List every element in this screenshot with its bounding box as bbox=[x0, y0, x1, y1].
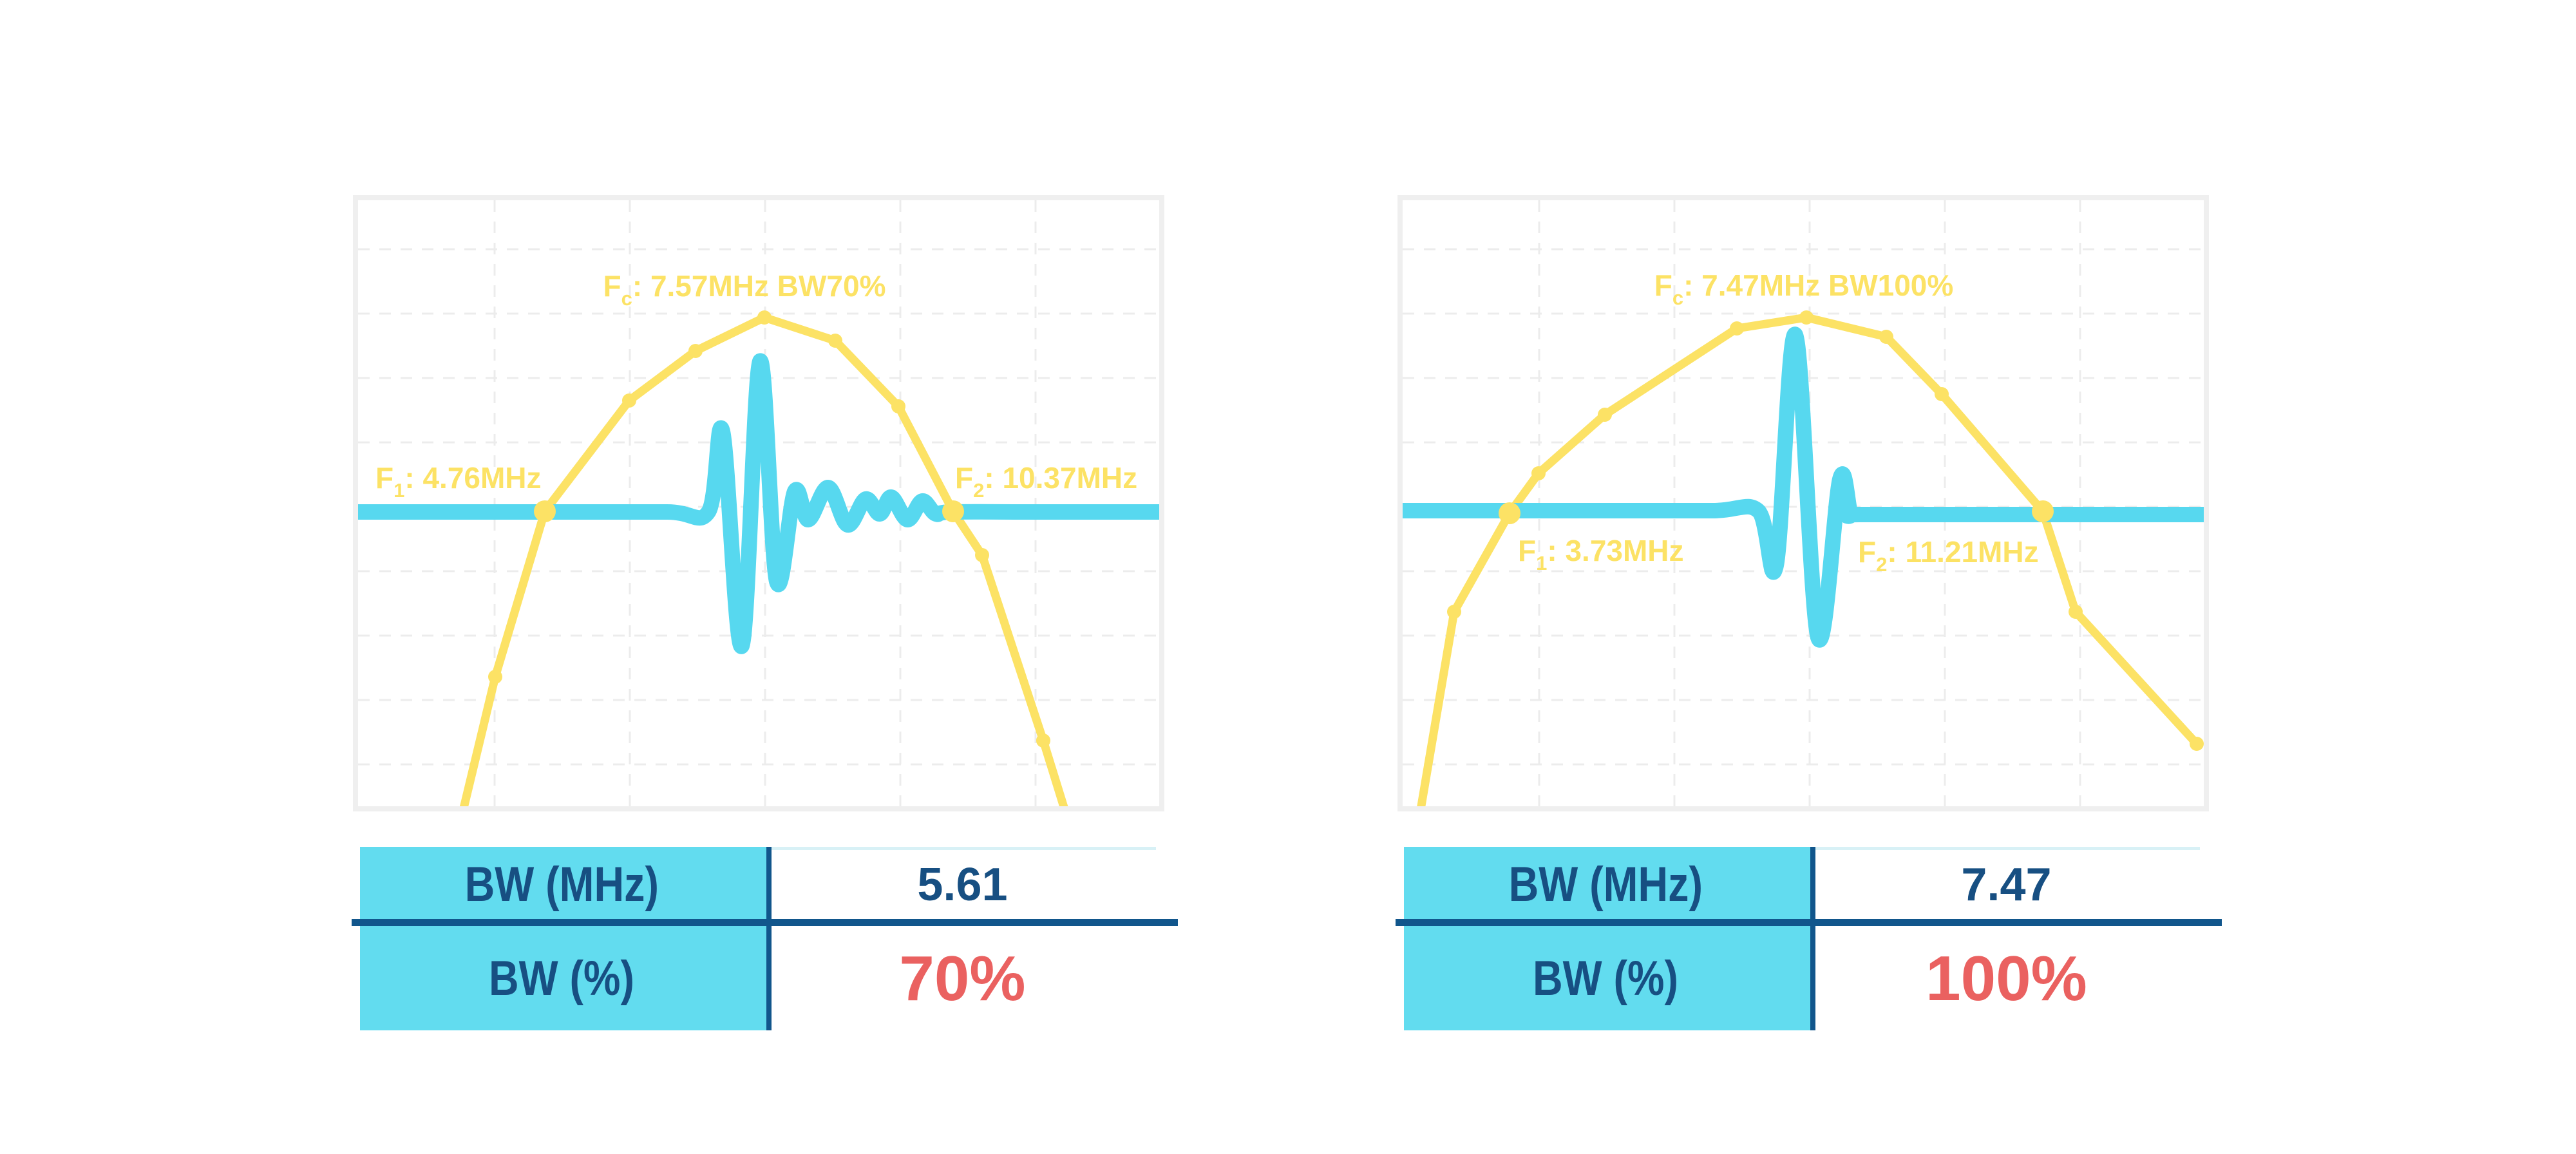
plot-area-left: Fc: 7.57MHz BW70% F1: 4.76MHz F2: 10.37MHz bbox=[358, 200, 1159, 806]
marker-dot bbox=[1935, 387, 1949, 401]
marker-dot bbox=[1879, 330, 1893, 344]
fc-annotation: Fc: 7.47MHz BW100% bbox=[1654, 269, 1954, 309]
f1-annotation: F1: 4.76MHz bbox=[375, 461, 542, 502]
table-label-column bbox=[1404, 847, 1810, 1030]
marker-dot bbox=[975, 548, 989, 562]
marker-dot bbox=[757, 310, 772, 325]
marker-dot bbox=[1730, 321, 1744, 336]
marker-dot bbox=[1598, 408, 1612, 422]
marker-dot bbox=[942, 500, 964, 522]
f1-annotation: F1: 3.73MHz bbox=[1518, 534, 1684, 574]
table-vertical-divider bbox=[1810, 847, 1815, 1030]
bw-mhz-label: BW (MHz) bbox=[1508, 857, 1703, 912]
marker-dot bbox=[2032, 500, 2054, 522]
table-horizontal-divider bbox=[1396, 919, 2222, 926]
spectrum-curve bbox=[459, 313, 1068, 806]
marker-dot bbox=[2190, 737, 2204, 751]
f2-annotation: F2: 11.21MHz bbox=[1858, 535, 2039, 576]
bandwidth-table-left: BW (MHz) 5.61 BW (%) 70% bbox=[352, 847, 1178, 1030]
bw-pct-label: BW (%) bbox=[489, 951, 635, 1006]
spectrum-chart-left: Fc: 7.57MHz BW70% F1: 4.76MHz F2: 10.37MHz bbox=[353, 195, 1164, 811]
pulse-waveform bbox=[1403, 326, 2204, 648]
table-row: BW (MHz) 7.47 bbox=[1404, 847, 2200, 922]
marker-dot bbox=[688, 344, 703, 358]
fc-annotation: Fc: 7.57MHz BW70% bbox=[603, 269, 886, 310]
spectrum-curve bbox=[1417, 313, 2200, 806]
bw-pct-label: BW (%) bbox=[1533, 951, 1679, 1006]
table-row: BW (MHz) 5.61 bbox=[360, 847, 1156, 922]
bw-mhz-value: 7.47 bbox=[1961, 858, 2052, 911]
bw-pct-value: 70% bbox=[899, 942, 1026, 1014]
marker-dot bbox=[891, 399, 905, 413]
marker-dot bbox=[1499, 502, 1520, 524]
bw-mhz-label: BW (MHz) bbox=[464, 857, 659, 912]
bw-mhz-value: 5.61 bbox=[917, 858, 1008, 911]
table-row: BW (%) 70% bbox=[360, 926, 1156, 1030]
marker-dot bbox=[828, 334, 842, 348]
table-row: BW (%) 100% bbox=[1404, 926, 2200, 1030]
marker-dot bbox=[2069, 605, 2083, 619]
table-top-rule bbox=[1815, 847, 2200, 850]
table-label-column bbox=[360, 847, 766, 1030]
marker-dot bbox=[622, 393, 636, 408]
table-vertical-divider bbox=[766, 847, 772, 1030]
marker-dot bbox=[488, 670, 502, 684]
marker-dot bbox=[534, 500, 556, 522]
marker-dot bbox=[1531, 466, 1546, 480]
bandwidth-table-right: BW (MHz) 7.47 BW (%) 100% bbox=[1396, 847, 2222, 1030]
bw-pct-value: 100% bbox=[1926, 942, 2087, 1014]
table-horizontal-divider bbox=[352, 919, 1178, 926]
marker-dot bbox=[1447, 605, 1461, 619]
marker-dot bbox=[1799, 310, 1814, 325]
spectrum-chart-right: Fc: 7.47MHz BW100% F1: 3.73MHz F2: 11.21MH… bbox=[1397, 195, 2209, 811]
marker-dot bbox=[1036, 733, 1050, 748]
pulse-waveform bbox=[358, 353, 1159, 654]
plot-area-right: Fc: 7.47MHz BW100% F1: 3.73MHz F2: 11.21MH… bbox=[1403, 200, 2204, 806]
table-top-rule bbox=[772, 847, 1156, 850]
f2-annotation: F2: 10.37MHz bbox=[955, 461, 1137, 502]
